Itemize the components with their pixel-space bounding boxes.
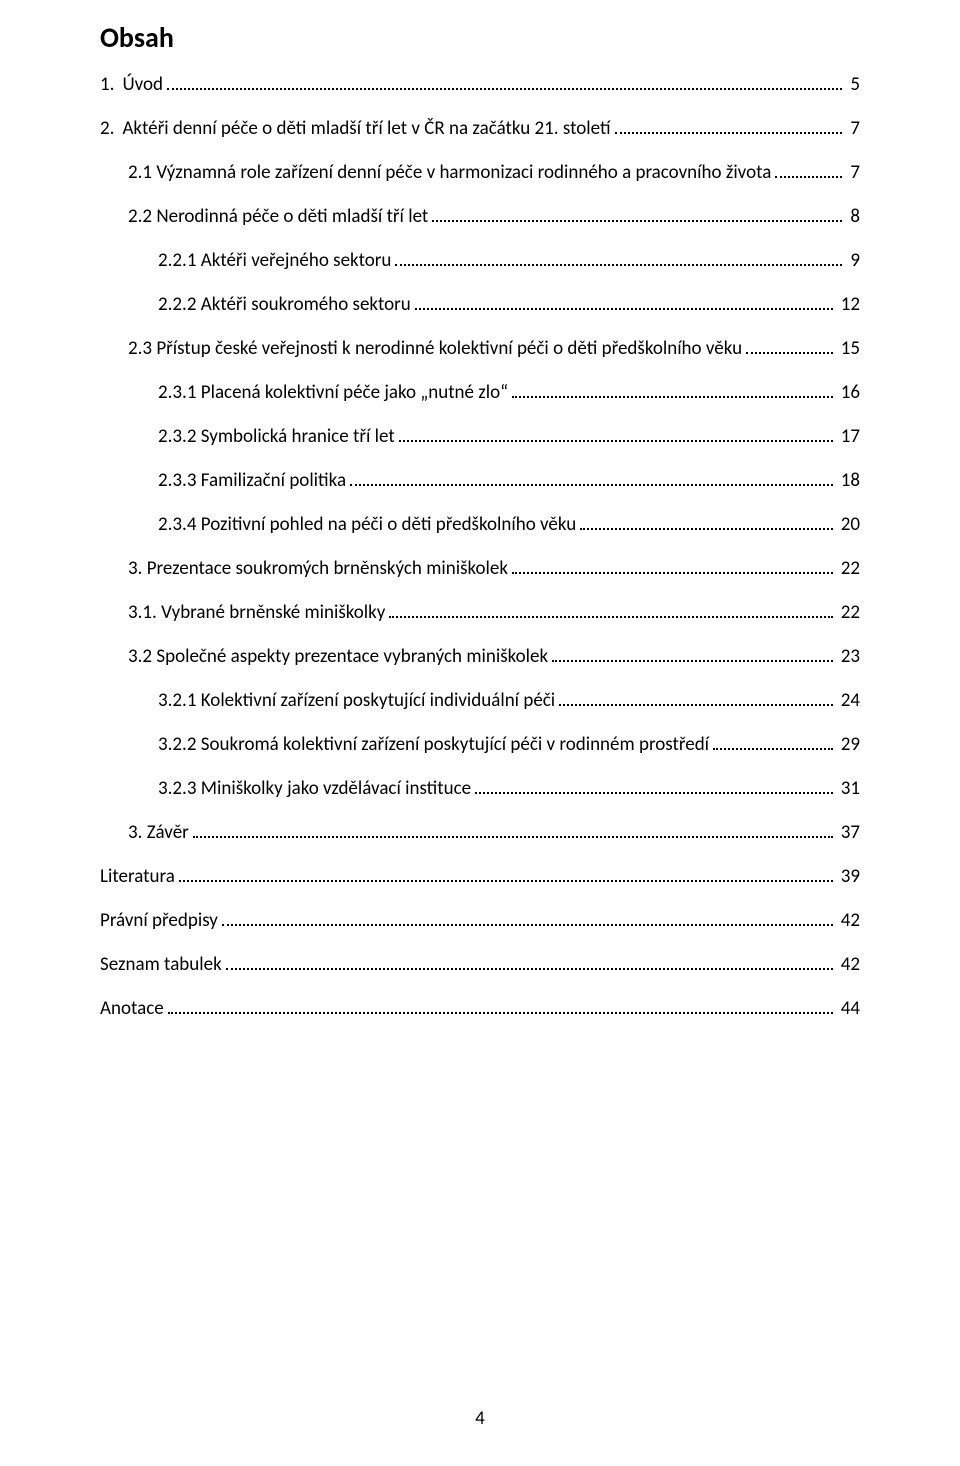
toc-dot-leader bbox=[415, 293, 833, 310]
toc-entry-page: 15 bbox=[837, 338, 860, 361]
toc-entry-page: 39 bbox=[837, 866, 860, 889]
toc-entry-page: 31 bbox=[837, 778, 860, 801]
toc-entry-number: 2. bbox=[100, 118, 122, 141]
toc-dot-leader bbox=[512, 381, 833, 398]
toc-entry-text: 2.1 Významná role zařízení denní péče v … bbox=[128, 162, 771, 185]
toc-row: 2.3.1 Placená kolektivní péče jako „nutn… bbox=[100, 381, 860, 405]
toc-row: 3.2.1 Kolektivní zařízení poskytující in… bbox=[100, 689, 860, 713]
toc-entry-text: 3.2.1 Kolektivní zařízení poskytující in… bbox=[158, 690, 555, 713]
toc-dot-leader bbox=[167, 73, 842, 90]
toc-dot-leader bbox=[615, 117, 843, 134]
toc-entry-text: 3.2.2 Soukromá kolektivní zařízení posky… bbox=[158, 734, 709, 757]
toc-entry-page: 7 bbox=[846, 162, 860, 185]
toc-row: 2.2.1 Aktéři veřejného sektoru 9 bbox=[100, 249, 860, 273]
toc-entry-page: 12 bbox=[837, 294, 860, 317]
toc-entry-page: 29 bbox=[837, 734, 860, 757]
toc-row: 3.2.3 Miniškolky jako vzdělávací institu… bbox=[100, 777, 860, 801]
toc-row: 2.Aktéři denní péče o děti mladší tří le… bbox=[100, 117, 860, 141]
toc-entry-page: 7 bbox=[846, 118, 860, 141]
toc-entry-page: 37 bbox=[837, 822, 860, 845]
toc-row: 2.1 Významná role zařízení denní péče v … bbox=[100, 161, 860, 185]
toc-dot-leader bbox=[775, 161, 842, 178]
toc-dot-leader bbox=[475, 777, 833, 794]
toc-dot-leader bbox=[179, 865, 833, 882]
toc-dot-leader bbox=[389, 601, 832, 618]
toc-row: 1.Úvod 5 bbox=[100, 73, 860, 97]
toc-entry-text: Právní předpisy bbox=[100, 910, 218, 933]
toc-entry-page: 24 bbox=[837, 690, 860, 713]
toc-dot-leader bbox=[746, 337, 833, 354]
toc-row: Seznam tabulek 42 bbox=[100, 953, 860, 977]
toc-row: 3. Závěr 37 bbox=[100, 821, 860, 845]
toc-entry-page: 17 bbox=[837, 426, 860, 449]
toc-row: 2.3.4 Pozitivní pohled na péči o děti př… bbox=[100, 513, 860, 537]
toc-dot-leader bbox=[350, 469, 833, 486]
document-page: Obsah 1.Úvod 5 2.Aktéři denní péče o děti … bbox=[0, 0, 960, 1466]
table-of-contents: 1.Úvod 5 2.Aktéři denní péče o děti mladší… bbox=[100, 73, 860, 1021]
toc-entry-text: 3.1. Vybrané brněnské miniškolky bbox=[128, 602, 385, 625]
toc-entry-text: Seznam tabulek bbox=[100, 954, 222, 977]
toc-dot-leader bbox=[552, 645, 833, 662]
toc-row: Právní předpisy 42 bbox=[100, 909, 860, 933]
toc-entry-text: Úvod bbox=[122, 74, 163, 97]
toc-dot-leader bbox=[559, 689, 833, 706]
toc-entry-text: Aktéři denní péče o děti mladší tří let … bbox=[122, 118, 610, 141]
toc-entry-page: 23 bbox=[837, 646, 860, 669]
toc-entry-text: 2.3.1 Placená kolektivní péče jako „nutn… bbox=[158, 382, 508, 405]
toc-entry-page: 44 bbox=[837, 998, 860, 1021]
toc-dot-leader bbox=[432, 205, 842, 222]
toc-entry-page: 42 bbox=[837, 910, 860, 933]
toc-row: 2.2 Nerodinná péče o děti mladší tří let… bbox=[100, 205, 860, 229]
toc-entry-page: 22 bbox=[837, 602, 860, 625]
toc-dot-leader bbox=[168, 997, 833, 1014]
toc-entry-text: 2.3 Přístup české veřejnosti k nerodinné… bbox=[128, 338, 742, 361]
toc-entry-text: 3. Prezentace soukromých brněnských mini… bbox=[128, 558, 508, 581]
toc-entry-text: 3.2 Společné aspekty prezentace vybranýc… bbox=[128, 646, 548, 669]
toc-dot-leader bbox=[580, 513, 833, 530]
toc-entry-text: 2.2.2 Aktéři soukromého sektoru bbox=[158, 294, 411, 317]
toc-row: 3. Prezentace soukromých brněnských mini… bbox=[100, 557, 860, 581]
toc-dot-leader bbox=[395, 249, 842, 266]
toc-entry-text: 2.3.2 Symbolická hranice tří let bbox=[158, 426, 395, 449]
toc-entry-text: 2.2 Nerodinná péče o děti mladší tří let bbox=[128, 206, 428, 229]
toc-entry-page: 8 bbox=[846, 206, 860, 229]
toc-row: 2.3.3 Familizační politika 18 bbox=[100, 469, 860, 493]
toc-dot-leader bbox=[222, 909, 833, 926]
toc-entry-page: 18 bbox=[837, 470, 860, 493]
toc-row: 3.2.2 Soukromá kolektivní zařízení posky… bbox=[100, 733, 860, 757]
toc-entry-text: 3. Závěr bbox=[128, 822, 189, 845]
toc-row: 2.2.2 Aktéři soukromého sektoru 12 bbox=[100, 293, 860, 317]
toc-dot-leader bbox=[226, 953, 833, 970]
toc-dot-leader bbox=[399, 425, 833, 442]
toc-dot-leader bbox=[193, 821, 833, 838]
toc-row: Anotace 44 bbox=[100, 997, 860, 1021]
toc-entry-text: Literatura bbox=[100, 866, 175, 889]
page-number: 4 bbox=[0, 1407, 960, 1430]
toc-entry-text: 2.3.3 Familizační politika bbox=[158, 470, 346, 493]
toc-entry-text: 2.2.1 Aktéři veřejného sektoru bbox=[158, 250, 391, 273]
toc-entry-page: 16 bbox=[837, 382, 860, 405]
toc-dot-leader bbox=[713, 733, 833, 750]
toc-entry-page: 20 bbox=[837, 514, 860, 537]
toc-entry-page: 22 bbox=[837, 558, 860, 581]
toc-row: Literatura 39 bbox=[100, 865, 860, 889]
toc-entry-text: 2.3.4 Pozitivní pohled na péči o děti př… bbox=[158, 514, 576, 537]
toc-row: 2.3 Přístup české veřejnosti k nerodinné… bbox=[100, 337, 860, 361]
toc-entry-text: Anotace bbox=[100, 998, 164, 1021]
toc-entry-page: 9 bbox=[846, 250, 860, 273]
toc-entry-text: 3.2.3 Miniškolky jako vzdělávací institu… bbox=[158, 778, 471, 801]
toc-row: 3.1. Vybrané brněnské miniškolky 22 bbox=[100, 601, 860, 625]
toc-entry-page: 5 bbox=[846, 74, 860, 97]
toc-entry-number: 1. bbox=[100, 74, 122, 97]
toc-row: 2.3.2 Symbolická hranice tří let 17 bbox=[100, 425, 860, 449]
toc-entry-page: 42 bbox=[837, 954, 860, 977]
toc-title: Obsah bbox=[100, 20, 860, 55]
toc-dot-leader bbox=[512, 557, 833, 574]
toc-row: 3.2 Společné aspekty prezentace vybranýc… bbox=[100, 645, 860, 669]
